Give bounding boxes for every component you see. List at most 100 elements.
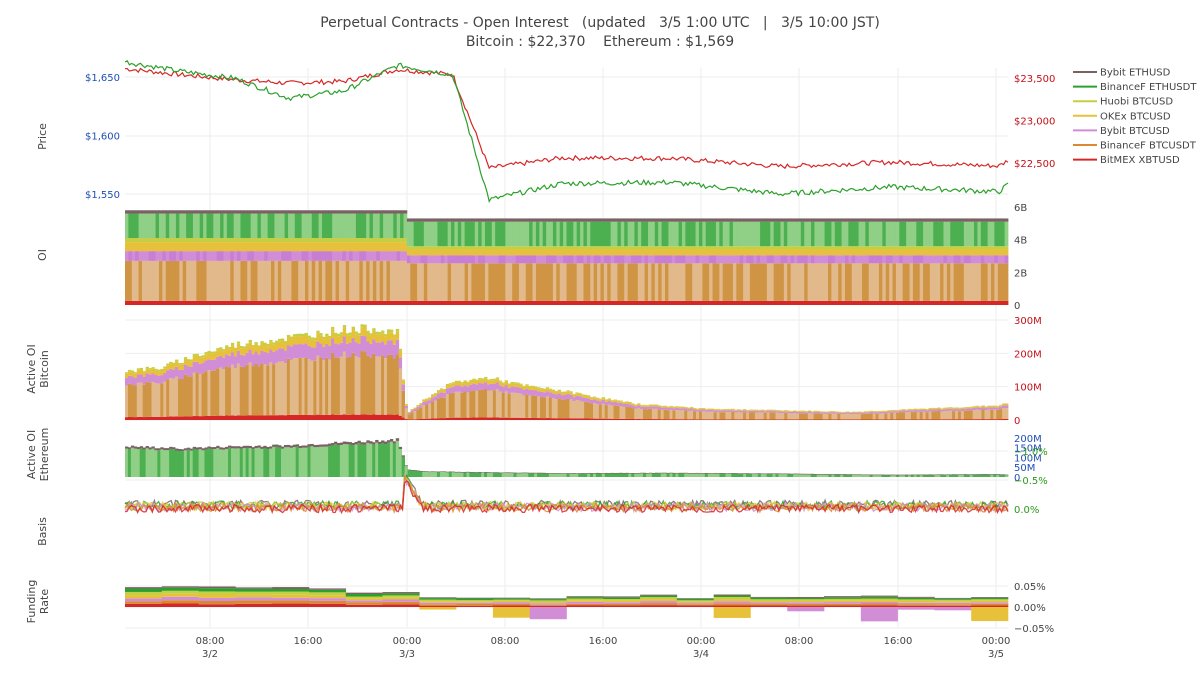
- active-btc-segment: [1005, 403, 1009, 406]
- active-btc-segment: [616, 402, 620, 406]
- active-btc-segment: [239, 366, 244, 416]
- funding-neg-segment: [419, 607, 457, 610]
- funding-segment: [713, 594, 751, 596]
- active-eth-segment: [130, 445, 135, 448]
- oi-layer-segment: [539, 221, 544, 247]
- active-btc-segment: [281, 340, 285, 349]
- oi-layer-segment: [926, 255, 931, 264]
- active-eth-segment: [763, 473, 768, 475]
- oi-layer-segment: [909, 300, 914, 305]
- active-eth-segment: [572, 473, 576, 477]
- oi-layer-segment: [597, 246, 601, 250]
- oi-layer-segment: [345, 260, 350, 301]
- oi-layer-segment: [145, 213, 150, 239]
- oi-layer-segment: [393, 213, 398, 239]
- oi-layer-segment: [522, 221, 527, 247]
- active-btc-segment: [442, 397, 447, 419]
- oi-layer-segment: [902, 300, 907, 305]
- oi-layer-segment: [912, 246, 917, 250]
- oi-layer-segment: [192, 213, 197, 239]
- active-eth-segment: [584, 473, 588, 474]
- oi-layer-segment: [464, 263, 469, 301]
- active-btc-segment: [796, 411, 800, 413]
- active-btc-segment: [804, 411, 809, 413]
- oi-layer-segment: [257, 213, 262, 239]
- oi-layer-segment: [145, 238, 150, 243]
- oi-layer-segment: [223, 242, 228, 252]
- active-btc-segment: [581, 394, 585, 396]
- active-btc-segment: [207, 415, 211, 420]
- active-btc-segment: [239, 354, 244, 367]
- active-eth-segment: [896, 474, 900, 477]
- oi-layer-segment: [566, 246, 571, 250]
- active-btc-segment: [198, 416, 202, 420]
- active-eth-segment: [869, 474, 873, 476]
- oi-layer-segment: [994, 255, 999, 264]
- oi-layer-segment: [882, 246, 887, 250]
- active-btc-segment: [198, 363, 202, 374]
- oi-layer-segment: [780, 221, 785, 247]
- oi-layer-segment: [403, 210, 408, 214]
- active-btc-segment: [831, 412, 835, 414]
- funding-tick: −0.05%: [1014, 624, 1054, 635]
- active-eth-segment: [339, 442, 344, 445]
- oi-layer-segment: [186, 251, 190, 261]
- active-eth-segment: [339, 444, 344, 477]
- oi-layer-segment: [413, 249, 418, 256]
- active-btc-segment: [937, 410, 941, 420]
- active-btc-segment: [333, 332, 338, 336]
- oi-layer-segment: [858, 263, 863, 301]
- active-btc-segment: [189, 376, 194, 417]
- oi-layer-segment: [763, 218, 768, 222]
- active-btc-segment: [863, 413, 868, 420]
- panel-y-label-line: Active OI: [25, 430, 38, 479]
- oi-layer-segment: [576, 218, 581, 222]
- active-eth-segment: [578, 473, 582, 477]
- active-btc-segment: [904, 409, 909, 411]
- oi-layer-segment: [770, 255, 775, 264]
- oi-layer-segment: [464, 249, 469, 256]
- active-btc-segment: [684, 407, 688, 409]
- active-eth-segment: [169, 446, 173, 449]
- oi-layer-segment: [984, 249, 989, 256]
- active-btc-segment: [825, 419, 829, 420]
- active-btc-segment: [707, 409, 712, 412]
- active-eth-segment: [263, 448, 267, 477]
- active-btc-segment: [316, 330, 320, 334]
- active-eth-segment: [275, 444, 279, 447]
- oi-layer-segment: [257, 251, 262, 261]
- oi-layer-segment: [705, 263, 710, 301]
- oi-layer-segment: [196, 251, 201, 261]
- active-eth-segment: [860, 474, 865, 476]
- active-eth-segment: [713, 472, 718, 474]
- active-btc-segment: [902, 409, 906, 411]
- oi-layer-segment: [603, 255, 608, 264]
- active-eth-segment: [457, 472, 461, 477]
- active-btc-segment: [946, 408, 950, 411]
- active-btc-segment: [952, 408, 956, 410]
- funding-segment: [824, 600, 862, 603]
- oi-layer-segment: [532, 300, 537, 305]
- active-btc-segment: [578, 396, 582, 401]
- oi-layer-segment: [128, 242, 133, 252]
- oi-layer-segment: [675, 249, 679, 256]
- oi-layer-segment: [386, 300, 391, 305]
- active-btc-segment: [422, 405, 426, 419]
- oi-layer-segment: [746, 255, 751, 264]
- oi-layer-segment: [641, 246, 646, 250]
- active-btc-segment: [663, 407, 667, 410]
- oi-layer-segment: [366, 251, 370, 261]
- active-btc-segment: [195, 361, 199, 373]
- active-btc-segment: [887, 411, 891, 413]
- oi-layer-segment: [698, 263, 703, 301]
- active-btc-segment: [392, 344, 397, 359]
- active-btc-segment: [219, 349, 223, 357]
- active-eth-segment: [972, 474, 977, 477]
- oi-layer-segment: [406, 255, 411, 264]
- active-eth-segment: [737, 473, 741, 477]
- active-btc-segment: [1005, 419, 1009, 420]
- oi-layer-segment: [328, 260, 333, 301]
- oi-layer-segment: [766, 255, 771, 264]
- oi-layer-segment: [624, 300, 629, 305]
